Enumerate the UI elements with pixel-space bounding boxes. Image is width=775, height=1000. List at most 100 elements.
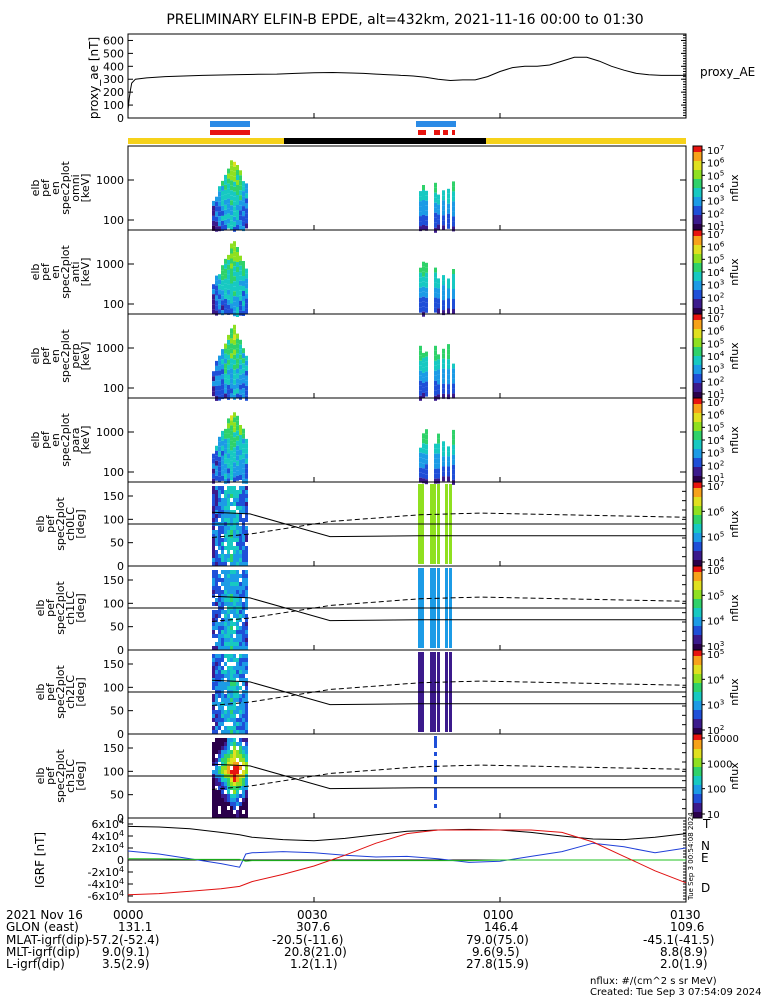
spectrogram-cell (239, 185, 242, 191)
spectrogram-cell (221, 558, 224, 562)
spectrogram-panel-5: 050100150elbpefspec2plotch0LC[deg]104105… (34, 479, 741, 573)
spectrogram-cell (221, 374, 224, 380)
spectrogram-cell (437, 704, 440, 708)
spectrogram-cell (433, 512, 436, 516)
spectrogram-cell (434, 302, 437, 308)
spectrogram-cell (433, 572, 436, 576)
spectrogram-cell (224, 626, 227, 630)
spectrogram-cell (224, 642, 227, 646)
spectrogram-cell (212, 670, 215, 674)
spectrogram-cell (233, 241, 236, 247)
colorbar-segment (693, 371, 702, 375)
spectrogram-cell (452, 274, 455, 279)
igrf-e-line (128, 858, 686, 862)
spectrogram-cell (437, 696, 440, 700)
spectrogram-cell (227, 794, 230, 798)
spectrogram-cell (437, 199, 440, 205)
spectrogram-cell (421, 700, 424, 704)
spectrogram-cell (236, 388, 239, 394)
spectrogram-cell (230, 770, 233, 774)
spectrogram-cell (221, 359, 224, 365)
spectrogram-cell (242, 518, 245, 522)
spectrogram-cell (242, 638, 245, 642)
spectrogram-cell (242, 730, 245, 734)
spectrogram-ylabel-line: elb (34, 684, 47, 701)
spectrogram-cell (218, 390, 221, 396)
footer-mlat-v3: -45.1(-41.5) (643, 933, 715, 947)
spectrogram-cell (245, 630, 248, 634)
spectrogram-cell (221, 706, 224, 710)
spectrogram-cell (224, 433, 227, 439)
colorbar-segment (693, 560, 702, 564)
spectrogram-cell (212, 610, 215, 614)
spectrogram-cell (224, 670, 227, 674)
spectrogram-cell (245, 534, 248, 538)
spectrogram-cell (227, 468, 230, 474)
spectrogram-cell (215, 380, 218, 386)
spectrogram-cell (233, 161, 236, 167)
spectrogram-cell (221, 770, 224, 774)
spectrogram-cell (221, 746, 224, 750)
spectrogram-cell (430, 504, 433, 508)
igrf-legend-d: D (701, 881, 710, 895)
spectrogram-cell (215, 602, 218, 606)
spectrogram-cell (452, 444, 455, 450)
spectrogram-cell (233, 674, 236, 678)
spectrogram-cell (221, 570, 224, 574)
colorbar-segment (693, 779, 702, 783)
spectrogram-cell (245, 762, 248, 766)
spectrogram-cell (434, 458, 437, 464)
spectrogram-cell (227, 458, 230, 464)
spectrogram-cell (230, 490, 233, 494)
spectrogram-cell (430, 640, 433, 644)
spectrogram-cell (215, 365, 218, 371)
spectrogram-cell (230, 215, 233, 221)
spectrogram-cell (233, 714, 236, 718)
spectrogram-cell (221, 682, 224, 686)
spectrogram-cell (236, 383, 239, 389)
spectrogram-cell (227, 682, 230, 686)
spectrogram-cell (445, 540, 448, 544)
spectrogram-cell (215, 766, 218, 770)
spectrogram-cell (230, 654, 233, 658)
spectrogram-cell (421, 692, 424, 696)
spectrogram-cell (230, 273, 233, 279)
spectrogram-cell (437, 644, 440, 648)
colorbar-segment (693, 470, 702, 474)
spectrogram-cell (419, 201, 422, 207)
colorbar-segment (693, 155, 702, 159)
spectrogram-cell (239, 339, 242, 345)
science-zone-bar-red-1 (210, 130, 250, 135)
spectrogram-cell (230, 626, 233, 630)
spectrogram-cell (215, 642, 218, 646)
spectrogram-cell (236, 538, 239, 542)
spectrogram-cell (239, 590, 242, 594)
spectrogram-cell (215, 290, 218, 296)
colorbar-segment (693, 512, 702, 516)
spectrogram-cell (239, 638, 242, 642)
spectrogram-cell (430, 556, 433, 560)
spectrogram-cell (418, 496, 421, 500)
spectrogram-cell (233, 554, 236, 558)
spectrogram-cell (418, 660, 421, 664)
spectrogram-cell (212, 486, 215, 490)
spectrogram-cell (224, 610, 227, 614)
spectrogram-cell (452, 284, 455, 289)
spectrogram-cell (224, 184, 227, 190)
spectrogram-cell (215, 758, 218, 762)
spectrogram-cell (215, 375, 218, 381)
spectrogram-ylabel-line: elb (34, 600, 47, 617)
spectrogram-cell (449, 540, 452, 544)
spectrogram-cell (233, 614, 236, 618)
colorbar-segment (693, 755, 702, 759)
colorbar-segment (693, 176, 702, 180)
spectrogram-cell (233, 457, 236, 463)
spectrogram-cell (221, 626, 224, 630)
spectrogram-cell (233, 730, 236, 734)
spectrogram-ylabel-line: spec2plot (59, 161, 72, 215)
spectrogram-cell (224, 530, 227, 534)
spectrogram-cell (236, 782, 239, 786)
spectrogram-cell (215, 586, 218, 590)
spectrogram-cell (233, 574, 236, 578)
spectrogram-cell (218, 642, 221, 646)
